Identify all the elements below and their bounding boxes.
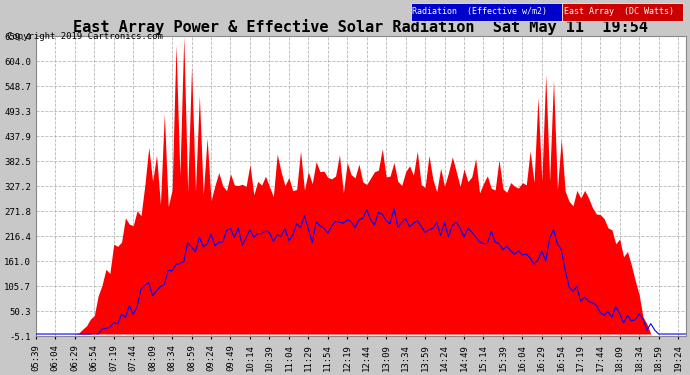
Text: East Array  (DC Watts): East Array (DC Watts)	[564, 7, 673, 16]
Text: Radiation  (Effective w/m2): Radiation (Effective w/m2)	[412, 7, 547, 16]
Title: East Array Power & Effective Solar Radiation  Sat May 11  19:54: East Array Power & Effective Solar Radia…	[73, 19, 649, 35]
Text: Copyright 2019 Cartronics.com: Copyright 2019 Cartronics.com	[7, 32, 163, 41]
